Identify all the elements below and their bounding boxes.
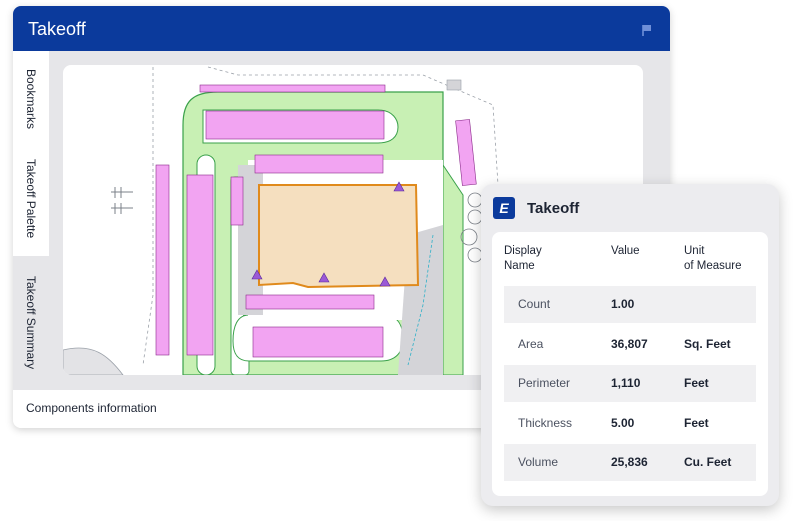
parking-stalls bbox=[155, 84, 477, 358]
row-unit: Sq. Feet bbox=[684, 337, 731, 351]
header-display-line2: Name bbox=[504, 260, 535, 272]
pin-icon[interactable] bbox=[640, 23, 654, 37]
row-value: 25,836 bbox=[611, 455, 648, 469]
row-unit: Feet bbox=[684, 416, 709, 430]
row-name: Count bbox=[518, 297, 551, 311]
table-row: Count 1.00 bbox=[504, 286, 756, 323]
road-left bbox=[63, 347, 124, 375]
takeoff-window: Takeoff Bookmarks Takeoff Palette Takeof… bbox=[13, 6, 670, 428]
takeoff-table: Display Name Value Unit of Measure Count… bbox=[492, 232, 768, 496]
drawing-area bbox=[49, 51, 670, 390]
tab-takeoff-summary-label: Takeoff Summary bbox=[24, 276, 38, 370]
components-label: Components information bbox=[26, 401, 157, 415]
side-tabs: Bookmarks Takeoff Palette Takeoff Summar… bbox=[13, 51, 49, 390]
row-name: Perimeter bbox=[518, 376, 571, 390]
title-bar: Takeoff bbox=[13, 6, 670, 51]
takeoff-markers bbox=[251, 181, 405, 287]
tab-takeoff-summary[interactable]: Takeoff Summary bbox=[13, 256, 49, 390]
header-unit-line1: Unit bbox=[684, 245, 705, 257]
trees bbox=[460, 192, 483, 263]
header-value: Value bbox=[611, 245, 640, 257]
row-value: 1.00 bbox=[611, 297, 635, 311]
table-row: Thickness 5.00 Feet bbox=[504, 405, 756, 442]
row-value: 36,807 bbox=[611, 337, 648, 351]
row-unit: Cu. Feet bbox=[684, 455, 732, 469]
row-name: Area bbox=[518, 337, 544, 351]
tab-bookmarks-label: Bookmarks bbox=[24, 68, 38, 130]
utility-box bbox=[446, 79, 462, 91]
window-title: Takeoff bbox=[28, 19, 86, 39]
paving-east bbox=[442, 163, 464, 375]
card-title: Takeoff bbox=[527, 200, 580, 217]
row-name: Thickness bbox=[518, 416, 573, 430]
tab-takeoff-palette-label: Takeoff Palette bbox=[24, 158, 38, 239]
row-name: Volume bbox=[518, 455, 559, 469]
header-display-line1: Display bbox=[504, 245, 542, 257]
app-logo-icon: E bbox=[493, 197, 515, 219]
tab-takeoff-palette[interactable]: Takeoff Palette bbox=[13, 146, 49, 251]
header-display-name: Display Name bbox=[504, 244, 542, 274]
row-value: 1,110 bbox=[611, 376, 641, 390]
takeoff-summary-card: E Takeoff Display Name Value Unit of Mea… bbox=[481, 184, 779, 506]
utility-poles bbox=[111, 187, 133, 214]
header-unit-line2: of Measure bbox=[684, 260, 742, 272]
row-value: 5.00 bbox=[611, 416, 635, 430]
header-unit: Unit of Measure bbox=[684, 244, 742, 274]
utility-line bbox=[407, 234, 434, 366]
building-takeoff bbox=[258, 184, 420, 289]
table-row: Area 36,807 Sq. Feet bbox=[504, 326, 756, 363]
site-plan-drawing bbox=[63, 66, 499, 375]
property-lines bbox=[142, 66, 499, 366]
row-unit: Feet bbox=[684, 376, 709, 390]
tab-bookmarks[interactable]: Bookmarks bbox=[13, 59, 49, 139]
table-row: Volume 25,836 Cu. Feet bbox=[504, 444, 756, 481]
table-row: Perimeter 1,110 Feet bbox=[504, 365, 756, 402]
